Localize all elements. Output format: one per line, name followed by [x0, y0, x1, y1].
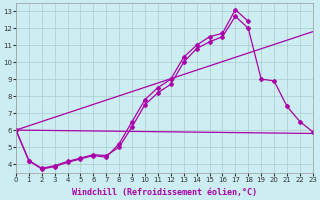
X-axis label: Windchill (Refroidissement éolien,°C): Windchill (Refroidissement éolien,°C) — [72, 188, 257, 197]
